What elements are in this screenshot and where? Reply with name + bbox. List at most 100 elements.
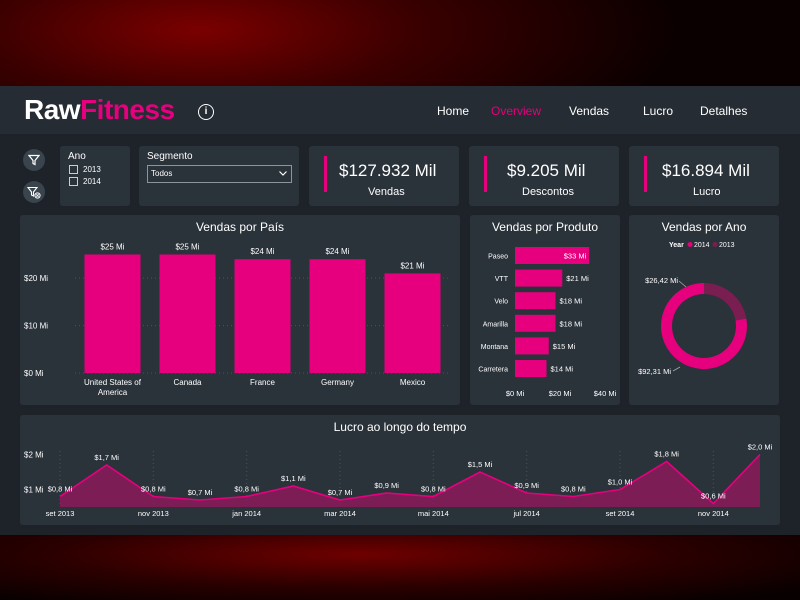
bar-chart-vendas-por-pais: $0 Mi $10 Mi $20 Mi $25 Mi United States ofA… [24, 242, 450, 397]
segmento-value: Todos [151, 169, 173, 178]
area-fill [60, 454, 760, 507]
bar [309, 259, 366, 373]
chart-title: Vendas por Ano [661, 220, 747, 234]
bar [515, 314, 556, 332]
data-label: $33 Mi [564, 252, 587, 261]
nav-detalhes[interactable]: Detalhes [700, 104, 748, 118]
nav-home[interactable]: Home [437, 104, 470, 118]
leader-line [678, 280, 687, 288]
info-icon[interactable]: i [198, 104, 214, 120]
y-tick-label: Montana [481, 344, 508, 351]
data-label: $0,9 Mi [374, 481, 399, 490]
checkbox-2014-label: 2014 [83, 177, 101, 186]
data-label: $18 Mi [560, 319, 583, 328]
kpi-lucro-value: $16.894 Mil [662, 161, 750, 180]
filter-icon [28, 154, 40, 166]
donut-chart-vendas-por-ano: Year 2014 2013 $26,42 Mi $92,31 Mi [638, 242, 747, 376]
data-label: $21 Mi [566, 274, 589, 283]
kpi-card-vendas [309, 146, 459, 206]
x-tick-label: mar 2014 [324, 509, 356, 518]
kpi-accent-bar [324, 156, 327, 192]
legend-label: 2014 [694, 242, 710, 249]
y-tick-label: Carretera [478, 367, 508, 374]
x-tick-label: nov 2013 [138, 509, 169, 518]
checkbox-2014[interactable] [69, 177, 78, 186]
data-label: $0,8 Mi [141, 485, 166, 494]
kpi-vendas-value: $127.932 Mil [339, 161, 437, 180]
series-line [59, 453, 761, 505]
data-label: $0,8 Mi [234, 485, 259, 494]
x-tick-label: Canada [173, 378, 202, 387]
data-label: $0,8 Mi [561, 485, 586, 494]
kpi-card-lucro [629, 146, 779, 206]
panel-vendas-por-ano: Vendas por Ano Year 2014 2013 $26,42 Mi $92,… [629, 215, 779, 405]
bar [515, 269, 563, 287]
nav-lucro[interactable]: Lucro [643, 104, 674, 118]
data-label: $15 Mi [553, 342, 576, 351]
bar [515, 337, 549, 355]
x-tick-label: France [250, 378, 275, 387]
y-tick-label: $1 Mi [24, 486, 44, 495]
legend-marker [712, 242, 718, 247]
bar [234, 259, 291, 373]
nav-vendas[interactable]: Vendas [569, 104, 610, 118]
y-tick-label: Paseo [488, 254, 508, 261]
panel-vendas-por-produto: Vendas por Produto Paseo $33 Mi VTT $21 Mi V… [470, 215, 620, 405]
brand-logo-part2: Fitness [80, 94, 175, 125]
data-label: $25 Mi [175, 242, 199, 251]
kpi-descontos-value: $9.205 Mil [507, 161, 586, 180]
kpi-accent-bar [644, 156, 647, 192]
data-label: $0,7 Mi [188, 488, 213, 497]
brand-logo-part1: Raw [24, 94, 81, 125]
y-tick-label: $10 Mi [24, 322, 48, 331]
clear-filter-icon [27, 186, 41, 199]
data-label: $18 Mi [560, 297, 583, 306]
y-tick-label: $20 Mi [24, 274, 48, 283]
kpi-card-descontos [469, 146, 619, 206]
x-tick-label: $40 Mi [594, 389, 617, 398]
chart-title: Vendas por País [195, 220, 285, 234]
data-label: $21 Mi [400, 261, 424, 270]
checkbox-2013-label: 2013 [83, 165, 101, 174]
filter-button[interactable] [23, 149, 45, 171]
checkbox-2013[interactable] [69, 165, 78, 174]
bar [159, 254, 216, 373]
x-tick-label: set 2014 [606, 509, 635, 518]
x-tick-label: America [98, 388, 128, 397]
data-label: $1,8 Mi [654, 450, 679, 459]
data-label: $0,9 Mi [514, 481, 539, 490]
kpi-descontos-label: Descontos [522, 186, 574, 198]
panel-vendas-por-pais: Vendas por País $0 Mi $10 Mi $20 Mi $25 Mi U… [20, 215, 460, 405]
x-tick-label: Mexico [400, 378, 426, 387]
nav-overview[interactable]: Overview [491, 104, 542, 118]
data-label: $1,1 Mi [281, 474, 306, 483]
data-label: $26,42 Mi [645, 276, 678, 285]
y-tick-label: $0 Mi [24, 369, 44, 378]
x-tick-label: United States of [84, 378, 142, 387]
data-label: $0,6 Mi [701, 492, 726, 501]
data-label: $1,0 Mi [608, 478, 633, 487]
leader-line [672, 366, 681, 372]
data-label: $14 Mi [551, 365, 574, 374]
segmento-dropdown[interactable]: Todos [147, 165, 292, 183]
data-label: $0,8 Mi [48, 485, 73, 494]
segmento-label: Segmento [147, 151, 193, 162]
legend-marker [687, 242, 693, 247]
bar [84, 254, 141, 373]
bar-chart-vendas-por-produto: Paseo $33 Mi VTT $21 Mi Velo $18 Mi Amarilla $1… [478, 247, 617, 398]
x-tick-label: jul 2014 [513, 509, 540, 518]
data-label: $0,7 Mi [328, 488, 353, 497]
data-label: $0,8 Mi [421, 485, 446, 494]
data-label: $2,0 Mi [748, 443, 773, 452]
top-nav: RawFitness i Home Overview Vendas Lucro … [0, 86, 800, 134]
data-label: $1,7 Mi [94, 453, 119, 462]
data-label: $1,5 Mi [468, 460, 493, 469]
ano-label: Ano [68, 151, 86, 162]
clear-filter-button[interactable] [23, 181, 45, 203]
y-tick-label: Velo [494, 299, 508, 306]
x-tick-label: jan 2014 [231, 509, 261, 518]
x-tick-label: $20 Mi [549, 389, 572, 398]
bar [515, 360, 547, 377]
data-label: $24 Mi [250, 247, 274, 256]
bar [384, 273, 441, 373]
